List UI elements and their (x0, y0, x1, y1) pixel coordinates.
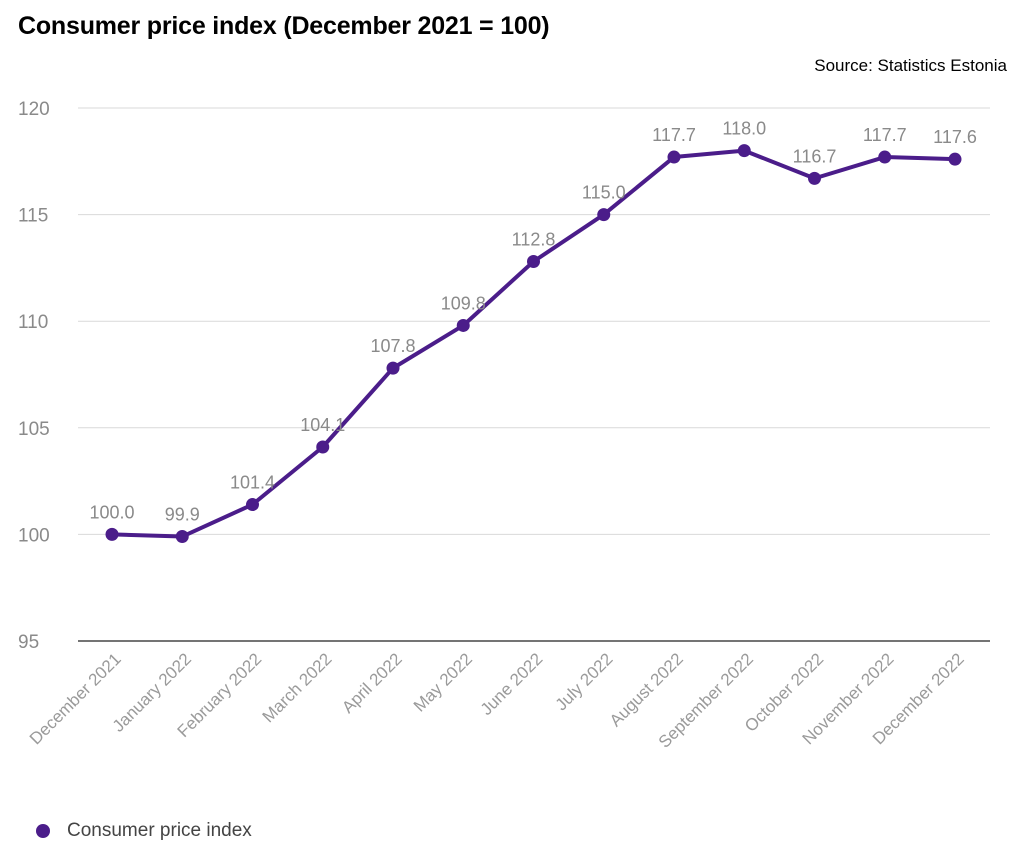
x-tick-label: June 2022 (477, 649, 547, 719)
data-label: 99.9 (165, 505, 200, 525)
data-point[interactable] (456, 318, 470, 332)
data-label: 117.6 (933, 127, 977, 147)
source-note: Source: Statistics Estonia (814, 56, 1007, 75)
x-tick-label: May 2022 (410, 649, 476, 715)
data-point[interactable] (175, 530, 189, 544)
data-points (105, 144, 962, 544)
data-point[interactable] (527, 255, 540, 269)
x-tick-label: April 2022 (338, 649, 406, 717)
data-label: 100.0 (89, 502, 134, 522)
data-label: 117.7 (863, 125, 907, 145)
legend[interactable]: Consumer price index (36, 820, 252, 842)
data-label: 112.8 (512, 230, 556, 250)
legend-marker (36, 824, 50, 838)
data-labels: 100.0 99.9 101.4 104.1 107.8 109.8 112.8 115.0 1… (89, 119, 976, 525)
data-label: 118.0 (722, 119, 766, 139)
gridlines (78, 107, 990, 642)
data-point[interactable] (948, 152, 962, 166)
data-point[interactable] (667, 150, 681, 164)
data-label: 101.4 (230, 473, 275, 493)
data-point[interactable] (878, 150, 892, 164)
x-tick-label: December 2021 (26, 649, 125, 748)
chart-title: Consumer price index (December 2021 = 10… (18, 12, 550, 40)
data-point[interactable] (246, 498, 259, 512)
y-axis-ticks: 95 100 105 110 115 120 (18, 99, 50, 653)
y-tick-label: 100 (18, 525, 50, 546)
data-label: 109.8 (441, 293, 486, 313)
data-point[interactable] (105, 527, 119, 541)
data-point[interactable] (737, 144, 751, 158)
y-tick-label: 95 (18, 632, 39, 653)
x-tick-label: March 2022 (259, 649, 336, 726)
data-label: 116.7 (793, 146, 837, 166)
y-tick-label: 115 (18, 206, 48, 227)
y-tick-label: 120 (18, 99, 50, 120)
data-label: 117.7 (652, 125, 696, 145)
x-tick-label: July 2022 (552, 649, 617, 714)
data-point[interactable] (808, 171, 821, 185)
data-point[interactable] (386, 361, 400, 375)
y-tick-label: 105 (18, 419, 50, 440)
data-label: 107.8 (370, 336, 415, 356)
data-label: 115.0 (582, 183, 626, 203)
legend-label: Consumer price index (67, 820, 252, 841)
y-tick-label: 110 (18, 312, 48, 333)
data-point[interactable] (316, 440, 330, 454)
data-label: 104.1 (300, 415, 345, 435)
data-point[interactable] (597, 208, 611, 222)
